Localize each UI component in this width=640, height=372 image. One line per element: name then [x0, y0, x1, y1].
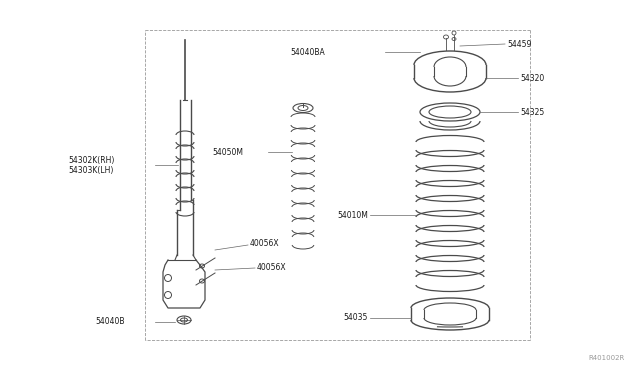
Text: 54040B: 54040B [95, 317, 125, 327]
Text: 54010M: 54010M [337, 211, 368, 219]
Text: 54325: 54325 [520, 108, 544, 116]
Text: 54040BA: 54040BA [291, 48, 325, 57]
Text: 40056X: 40056X [257, 263, 287, 273]
Text: 54320: 54320 [520, 74, 544, 83]
Text: 54303K(LH): 54303K(LH) [68, 166, 113, 174]
Text: 40056X: 40056X [250, 240, 280, 248]
Text: R401002R: R401002R [589, 355, 625, 361]
Text: 54459: 54459 [507, 39, 531, 48]
Text: 54035: 54035 [344, 314, 368, 323]
Text: 54302K(RH): 54302K(RH) [68, 155, 115, 164]
Text: 54050M: 54050M [212, 148, 243, 157]
